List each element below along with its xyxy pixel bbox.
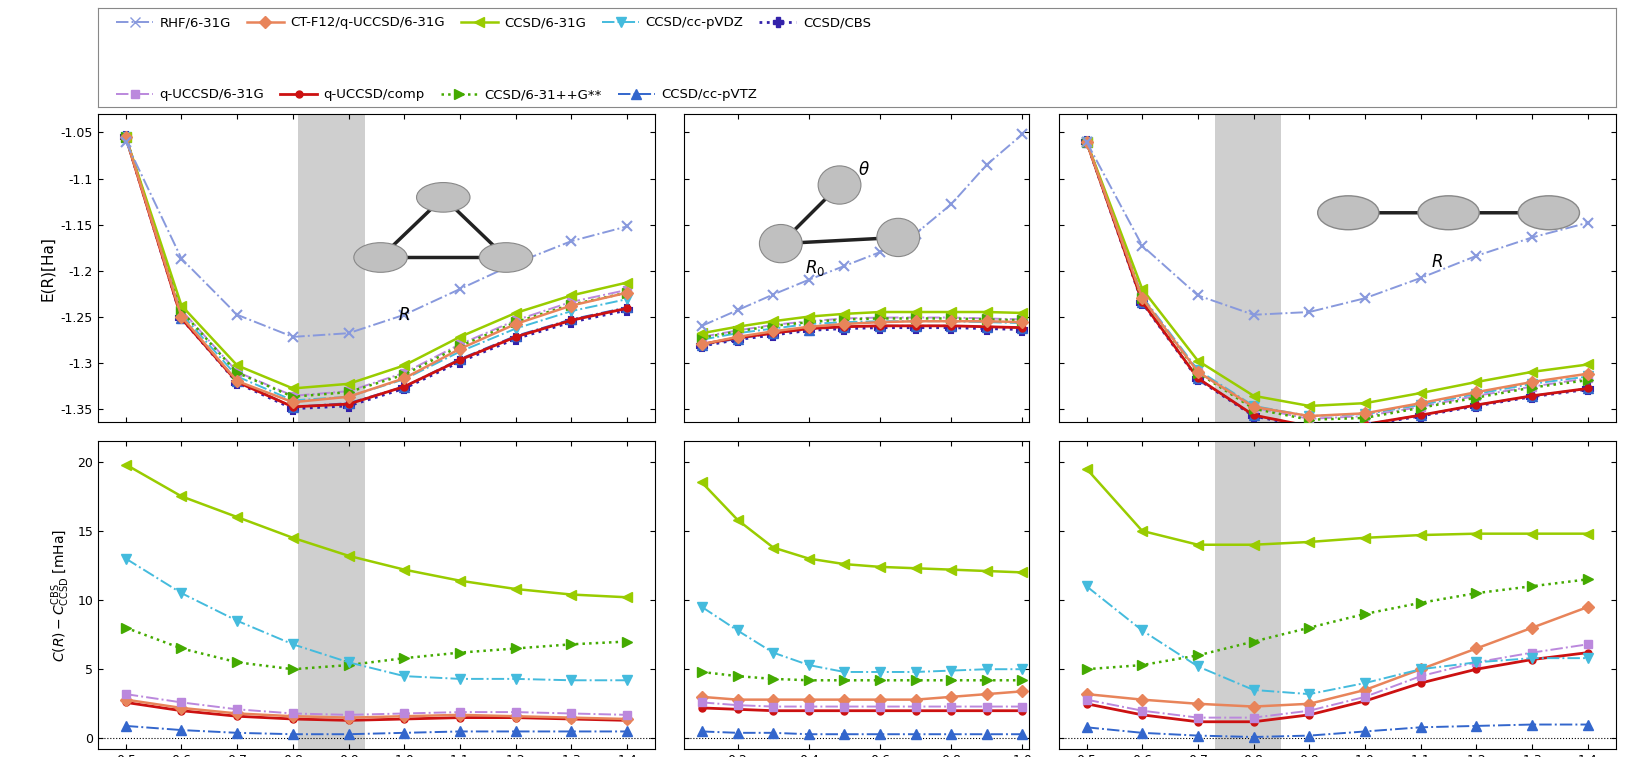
Circle shape [1317, 196, 1379, 229]
Circle shape [1418, 196, 1479, 229]
Circle shape [818, 166, 862, 204]
Text: $\theta$: $\theta$ [858, 160, 870, 179]
Bar [299, 441, 366, 749]
Legend: q-UCCSD/6-31G, q-UCCSD/comp, CCSD/6-31++G**, CCSD/cc-pVTZ: q-UCCSD/6-31G, q-UCCSD/comp, CCSD/6-31++… [113, 84, 761, 105]
Circle shape [876, 218, 920, 257]
Text: $R_0$: $R_0$ [805, 258, 826, 279]
Y-axis label: $C(R) - C^{\mathrm{CBS}}_{\mathrm{CCSD}}\ [\mathrm{mHa}]$: $C(R) - C^{\mathrm{CBS}}_{\mathrm{CCSD}}… [49, 528, 72, 662]
Circle shape [1518, 196, 1580, 229]
Circle shape [354, 243, 408, 273]
Bar [1214, 114, 1281, 422]
Bar [299, 114, 366, 422]
Text: R: R [398, 306, 410, 323]
Y-axis label: E(R)[Ha]: E(R)[Ha] [41, 236, 55, 301]
Circle shape [480, 243, 532, 273]
Bar [1214, 441, 1281, 749]
Circle shape [759, 225, 803, 263]
Circle shape [416, 182, 470, 212]
Text: R: R [1431, 253, 1443, 271]
